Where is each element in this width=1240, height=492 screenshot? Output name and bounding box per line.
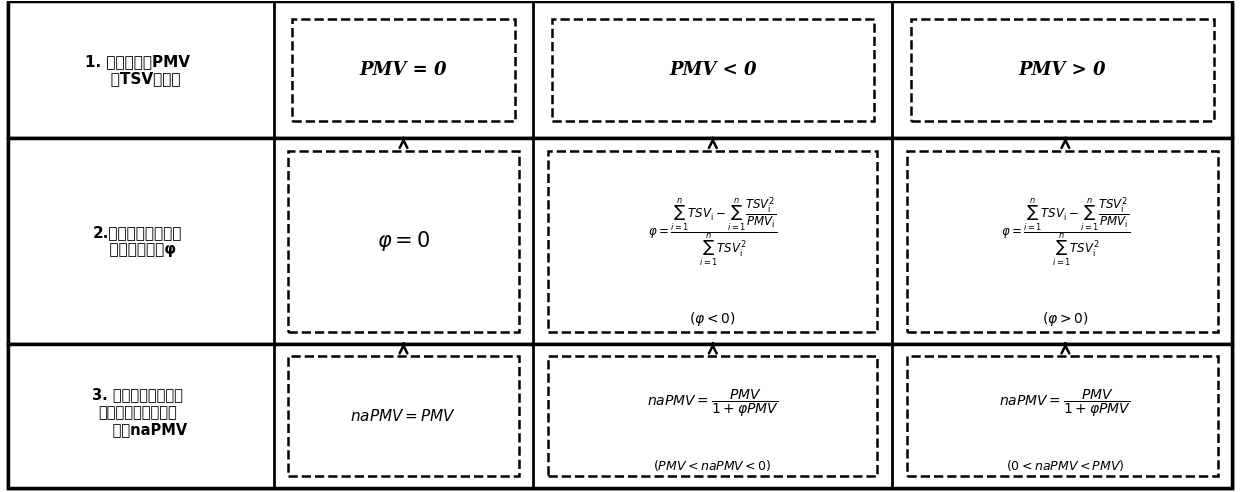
FancyBboxPatch shape — [548, 151, 878, 332]
Text: 3. 构建各类数据组的
新适应性热舒适预测
     模型naPMV: 3. 构建各类数据组的 新适应性热舒适预测 模型naPMV — [87, 387, 187, 437]
FancyBboxPatch shape — [910, 19, 1214, 121]
Text: $naPMV = \dfrac{PMV}{1 + \varphi PMV}$: $naPMV = \dfrac{PMV}{1 + \varphi PMV}$ — [647, 388, 779, 420]
Text: $(PMV < naPMV < 0)$: $(PMV < naPMV < 0)$ — [653, 458, 773, 473]
Text: $naPMV = \dfrac{PMV}{1 + \varphi PMV}$: $naPMV = \dfrac{PMV}{1 + \varphi PMV}$ — [999, 388, 1131, 420]
FancyBboxPatch shape — [7, 344, 1233, 488]
Text: $(\varphi < 0)$: $(\varphi < 0)$ — [689, 310, 737, 328]
FancyBboxPatch shape — [906, 151, 1218, 332]
Text: $\varphi = \dfrac{\sum_{i=1}^{n}TSV_{\rm i} - \sum_{i=1}^{n}\dfrac{TSV_{\rm i}^{: $\varphi = \dfrac{\sum_{i=1}^{n}TSV_{\rm… — [649, 195, 777, 268]
Text: PMV = 0: PMV = 0 — [360, 61, 448, 79]
Text: $(0 < naPMV < PMV)$: $(0 < naPMV < PMV)$ — [1006, 458, 1125, 473]
Text: 2.计算各类数据组的
  新适应性因子φ: 2.计算各类数据组的 新适应性因子φ — [93, 225, 182, 257]
FancyBboxPatch shape — [906, 356, 1218, 476]
FancyBboxPatch shape — [289, 356, 518, 476]
Text: 1. 划分采集的PMV
   和TSV数据组: 1. 划分采集的PMV 和TSV数据组 — [86, 54, 190, 86]
FancyBboxPatch shape — [293, 19, 515, 121]
Text: $\varphi = 0$: $\varphi = 0$ — [377, 229, 430, 253]
Text: PMV < 0: PMV < 0 — [670, 61, 756, 79]
FancyBboxPatch shape — [289, 151, 518, 332]
FancyBboxPatch shape — [7, 4, 1233, 488]
Text: $naPMV = PMV$: $naPMV = PMV$ — [351, 408, 456, 424]
Text: $\varphi = \dfrac{\sum_{i=1}^{n}TSV_{\rm i} - \sum_{i=1}^{n}\dfrac{TSV_{\rm i}^{: $\varphi = \dfrac{\sum_{i=1}^{n}TSV_{\rm… — [1001, 195, 1131, 268]
Text: PMV > 0: PMV > 0 — [1018, 61, 1106, 79]
FancyBboxPatch shape — [7, 138, 1233, 344]
FancyBboxPatch shape — [7, 1, 1233, 138]
FancyBboxPatch shape — [552, 19, 874, 121]
FancyBboxPatch shape — [548, 356, 878, 476]
Text: $(\varphi > 0)$: $(\varphi > 0)$ — [1042, 310, 1089, 328]
